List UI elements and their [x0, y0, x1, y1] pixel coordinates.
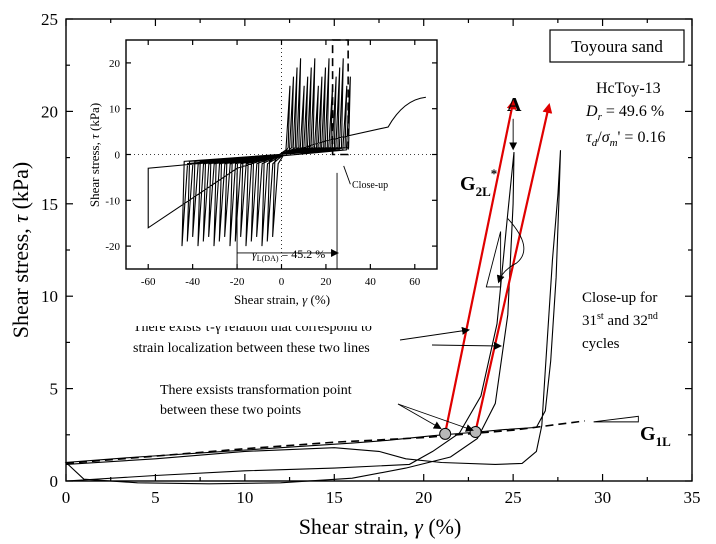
transformation-point — [469, 426, 482, 439]
inset-y-tick-label: -10 — [105, 195, 120, 207]
main-series-layer — [64, 99, 639, 485]
main-x-ticks: 0 5 10 15 20 25 30 35 — [62, 19, 701, 507]
inset-y-tick-label: -20 — [105, 241, 120, 253]
closeup-note-line3: cycles — [582, 336, 620, 352]
inset-closeup-box — [331, 39, 349, 156]
relative-density-label: Dr = 49.6 % — [585, 103, 664, 123]
main-x-tick-label: 5 — [151, 488, 160, 507]
inset-x-tick-label: -20 — [230, 276, 245, 288]
main-y-tick-label: 5 — [50, 380, 59, 399]
g1l-slope-triangle — [593, 415, 639, 423]
inset-gamma-label: γL(DA) = 45.2 % — [252, 247, 325, 263]
inset-chart: -60 -40 -20 0 20 40 60 -20 -10 0 10 20 Shear strai… — [87, 30, 446, 326]
g2l-slope-triangle — [485, 231, 502, 288]
main-x-axis-title: Shear strain, γ (%) — [299, 514, 462, 539]
main-y-tick-label: 10 — [41, 287, 58, 306]
g2l-label: G2L* — [460, 166, 497, 199]
inset-y-tick-label: 20 — [109, 58, 121, 70]
inset-y-tick-label: 10 — [109, 104, 121, 116]
closeup-note-line2: 31st and 32nd — [582, 311, 658, 329]
inset-y-axis-title: Shear stress, τ (kPa) — [87, 103, 102, 207]
inset-closeup-leader — [343, 165, 351, 185]
localization-leader-2 — [431, 341, 502, 350]
inset-x-tick-label: 0 — [279, 276, 285, 288]
main-y-tick-label: 0 — [50, 472, 59, 491]
main-x-tick-label: 30 — [594, 488, 611, 507]
transformation-note-line2: between these two points — [160, 403, 301, 418]
inset-closeup-label: Close-up — [352, 180, 388, 191]
inset-series-layer — [126, 39, 437, 269]
main-x-tick-label: 35 — [684, 488, 701, 507]
inset-x-tick-label: 60 — [409, 276, 421, 288]
main-y-tick-label: 25 — [41, 10, 58, 29]
main-y-ticks: 0 5 10 15 20 25 — [41, 10, 692, 491]
inset-x-axis-title: Shear strain, γ (%) — [234, 292, 330, 307]
stress-strain-curve — [64, 150, 562, 485]
main-y-tick-label: 20 — [41, 102, 58, 121]
inset-y-ticks: -20 -10 0 10 20 — [105, 58, 437, 253]
inset-x-tick-label: -40 — [185, 276, 200, 288]
material-label-box — [549, 29, 685, 63]
g2l-leader — [496, 218, 525, 284]
inset-x-tick-label: 20 — [320, 276, 332, 288]
main-y-axis-title: Shear stress, τ (kPa) — [8, 162, 33, 339]
transformation-point — [439, 427, 452, 440]
point-a-label: A — [507, 94, 522, 116]
main-x-tick-label: 25 — [505, 488, 522, 507]
main-x-tick-label: 15 — [326, 488, 343, 507]
red-arrow-line-2 — [444, 99, 517, 434]
inset-x-tick-label: -60 — [141, 276, 156, 288]
inset-x-tick-label: 40 — [365, 276, 377, 288]
g1l-dashed-line — [65, 420, 585, 465]
main-x-tick-label: 20 — [415, 488, 432, 507]
localization-leader-1 — [399, 326, 470, 341]
inset-hysteresis-loops — [147, 58, 426, 247]
main-x-tick-label: 0 — [62, 488, 71, 507]
inset-y-tick-label: 0 — [115, 150, 121, 162]
inset-x-ticks: -60 -40 -20 0 20 40 60 — [141, 40, 421, 288]
main-y-tick-label: 15 — [41, 195, 58, 214]
stress-ratio-label: τd/σm' = 0.16 — [586, 129, 665, 149]
localization-note-line2: strain localization between these two li… — [133, 341, 370, 356]
g1l-label: G1L — [640, 423, 671, 449]
test-id-label: HcToy-13 — [596, 80, 661, 97]
transformation-leader-1 — [397, 403, 442, 429]
transformation-leader-2 — [397, 403, 474, 432]
main-x-tick-label: 10 — [236, 488, 253, 507]
closeup-note-line1: Close-up for — [582, 290, 657, 306]
material-label: Toyoura sand — [571, 37, 663, 56]
red-arrow-line-3 — [474, 102, 553, 432]
transformation-note-line1: There exsists transformation point — [160, 383, 352, 398]
